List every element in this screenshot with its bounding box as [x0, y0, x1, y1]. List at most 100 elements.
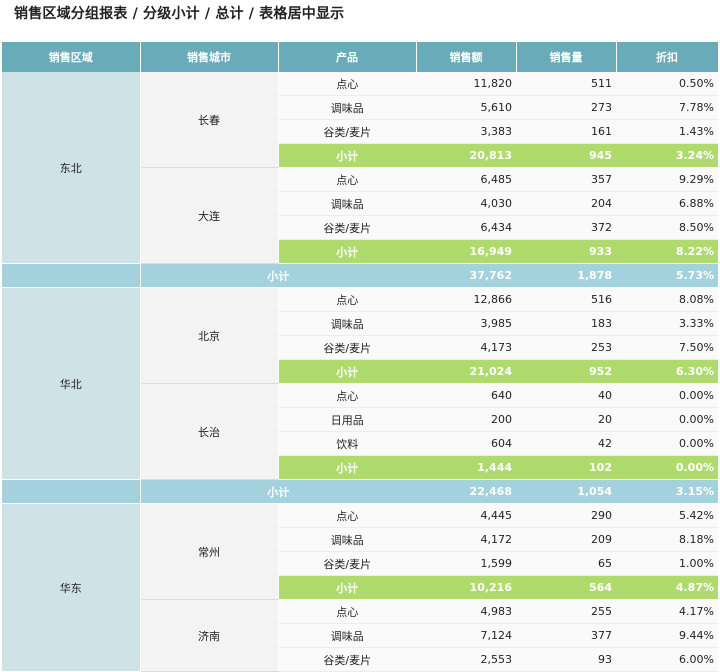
column-header-region[interactable]: 销售区域 — [2, 42, 141, 72]
product-cell: 饮料 — [278, 431, 416, 456]
product-cell: 点心 — [278, 503, 416, 528]
product-cell: 点心 — [278, 383, 416, 408]
column-header-city[interactable]: 销售城市 — [140, 42, 279, 72]
discount-cell: 8.18% — [616, 527, 718, 552]
amount-cell: 1,599 — [416, 551, 516, 576]
quantity-cell: 290 — [516, 503, 616, 528]
discount-cell: 9.29% — [616, 167, 718, 192]
quantity-cell: 253 — [516, 335, 616, 360]
subtotal-discount: 8.22% — [616, 239, 718, 264]
amount-cell: 3,383 — [416, 119, 516, 144]
city-cell: 北京 — [140, 287, 279, 384]
product-cell: 点心 — [278, 72, 416, 96]
quantity-cell: 20 — [516, 407, 616, 432]
table-row: 饮料 604 42 0.00% — [2, 431, 718, 456]
subtotal-quantity: 945 — [516, 143, 616, 168]
quantity-cell: 516 — [516, 287, 616, 312]
quantity-cell: 40 — [516, 383, 616, 408]
subtotal-label: 小计 — [278, 239, 416, 264]
table-row: 华北 北京 点心 12,866 516 8.08% — [2, 287, 718, 480]
amount-cell: 2,553 — [416, 647, 516, 672]
subtotal-amount: 1,444 — [416, 455, 516, 480]
sales-report-table: 销售区域 销售城市 产品 销售额 销售量 折扣 东北 长春 点心 11,820 511 0… — [2, 42, 719, 672]
product-cell: 谷类/麦片 — [278, 647, 416, 672]
discount-cell: 6.88% — [616, 191, 718, 216]
region-subtotal-amount: 22,468 — [416, 479, 516, 504]
subtotal-amount: 10,216 — [416, 575, 516, 600]
product-cell: 点心 — [278, 599, 416, 624]
amount-cell: 4,172 — [416, 527, 516, 552]
subtotal-label: 小计 — [278, 575, 416, 600]
table-row: 调味品 4,172 209 8.18% — [2, 527, 718, 552]
subtotal-quantity: 933 — [516, 239, 616, 264]
quantity-cell: 511 — [516, 72, 616, 96]
subtotal-quantity: 952 — [516, 359, 616, 384]
quantity-cell: 204 — [516, 191, 616, 216]
discount-cell: 9.44% — [616, 623, 718, 648]
product-cell: 点心 — [278, 287, 416, 312]
region-subtotal-discount: 5.73% — [616, 263, 718, 288]
discount-cell: 0.00% — [616, 407, 718, 432]
discount-cell: 0.50% — [616, 72, 718, 96]
table-row: 调味品 4,030 204 6.88% — [2, 191, 718, 216]
quantity-cell: 357 — [516, 167, 616, 192]
quantity-cell: 377 — [516, 623, 616, 648]
column-header-amount[interactable]: 销售额 — [416, 42, 517, 72]
quantity-cell: 161 — [516, 119, 616, 144]
subtotal-label: 小计 — [278, 143, 416, 168]
amount-cell: 12,866 — [416, 287, 516, 312]
discount-cell: 0.00% — [616, 383, 718, 408]
subtotal-amount: 16,949 — [416, 239, 516, 264]
amount-cell: 7,124 — [416, 623, 516, 648]
table-row: 谷类/麦片 3,383 161 1.43% — [2, 119, 718, 144]
table-row: 华东 常州 点心 4,445 290 5.42% — [2, 503, 718, 672]
table-row: 调味品 7,124 377 9.44% — [2, 623, 718, 648]
quantity-cell: 65 — [516, 551, 616, 576]
table-row: 东北 长春 点心 11,820 511 0.50% — [2, 72, 718, 264]
product-cell: 调味品 — [278, 95, 416, 120]
region-subtotal-discount: 3.15% — [616, 479, 718, 504]
region-cell: 东北 — [2, 72, 141, 264]
amount-cell: 640 — [416, 383, 516, 408]
amount-cell: 604 — [416, 431, 516, 456]
discount-cell: 1.43% — [616, 119, 718, 144]
amount-cell: 4,030 — [416, 191, 516, 216]
quantity-cell: 209 — [516, 527, 616, 552]
subtotal-discount: 4.87% — [616, 575, 718, 600]
column-header-product[interactable]: 产品 — [278, 42, 417, 72]
region-subtotal-quantity: 1,878 — [516, 263, 616, 288]
product-cell: 谷类/麦片 — [278, 551, 416, 576]
subtotal-label: 小计 — [278, 455, 416, 480]
subtotal-quantity: 564 — [516, 575, 616, 600]
amount-cell: 6,434 — [416, 215, 516, 240]
table-row: 调味品 5,610 273 7.78% — [2, 95, 718, 120]
discount-cell: 4.17% — [616, 599, 718, 624]
product-cell: 调味品 — [278, 311, 416, 336]
amount-cell: 5,610 — [416, 95, 516, 120]
discount-cell: 7.50% — [616, 335, 718, 360]
quantity-cell: 42 — [516, 431, 616, 456]
city-cell: 长春 — [140, 72, 279, 168]
city-cell: 济南 — [140, 599, 279, 672]
table-row: 日用品 200 20 0.00% — [2, 407, 718, 432]
region-subtotal-row: 小计 37,762 1,878 5.73% — [2, 263, 718, 288]
city-cell: 大连 — [140, 167, 279, 264]
region-subtotal-spacer — [2, 263, 141, 288]
table-row: 济南 点心 4,983 255 4.17% — [2, 599, 718, 672]
discount-cell: 8.50% — [616, 215, 718, 240]
city-cell: 常州 — [140, 503, 279, 600]
column-header-quantity[interactable]: 销售量 — [516, 42, 617, 72]
page-title: 销售区域分组报表 / 分级小计 / 总计 / 表格居中显示 — [14, 6, 345, 22]
subtotal-amount: 21,024 — [416, 359, 516, 384]
region-subtotal-label: 小计 — [140, 479, 416, 504]
region-subtotal-quantity: 1,054 — [516, 479, 616, 504]
amount-cell: 4,173 — [416, 335, 516, 360]
table-body: 东北 长春 点心 11,820 511 0.50% 调味品 5,610 273 7.78% 谷类/麦… — [2, 72, 718, 672]
product-cell: 谷类/麦片 — [278, 119, 416, 144]
table-row: 谷类/麦片 4,173 253 7.50% — [2, 335, 718, 360]
subtotal-quantity: 102 — [516, 455, 616, 480]
subtotal-discount: 0.00% — [616, 455, 718, 480]
region-subtotal-label: 小计 — [140, 263, 416, 288]
amount-cell: 3,985 — [416, 311, 516, 336]
column-header-discount[interactable]: 折扣 — [616, 42, 719, 72]
